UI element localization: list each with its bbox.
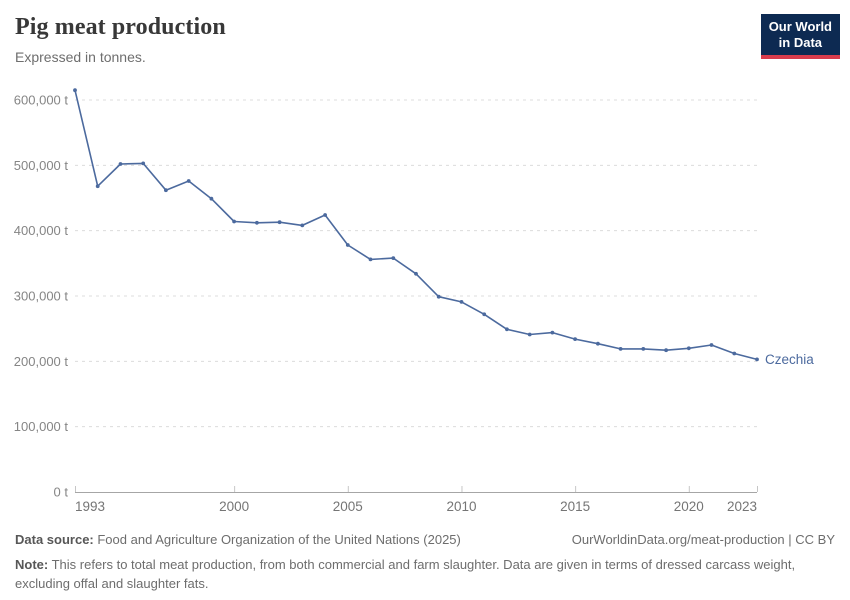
data-point[interactable]: [118, 162, 123, 166]
chart-header: Pig meat production Expressed in tonnes.…: [15, 14, 840, 65]
title-block: Pig meat production Expressed in tonnes.: [15, 14, 226, 65]
data-point[interactable]: [709, 343, 714, 347]
data-point[interactable]: [505, 327, 509, 332]
x-tick-label: 2005: [333, 499, 363, 514]
chart-subtitle: Expressed in tonnes.: [15, 49, 146, 65]
data-point[interactable]: [164, 188, 168, 193]
data-point[interactable]: [345, 243, 350, 247]
data-point[interactable]: [391, 256, 396, 260]
data-point[interactable]: [95, 184, 100, 189]
data-point[interactable]: [209, 196, 214, 201]
y-tick-label: 0 t: [54, 485, 69, 500]
data-point[interactable]: [573, 337, 577, 341]
data-source-text: Food and Agriculture Organization of the…: [93, 532, 461, 547]
data-point[interactable]: [732, 351, 737, 356]
data-point[interactable]: [255, 220, 259, 225]
x-tick-label: 2020: [674, 499, 704, 514]
data-point[interactable]: [686, 346, 691, 351]
y-tick-label: 600,000 t: [14, 93, 69, 108]
data-point[interactable]: [459, 300, 464, 304]
y-tick-label: 400,000 t: [14, 223, 69, 238]
note: Note: This refers to total meat producti…: [15, 556, 835, 594]
data-point[interactable]: [436, 294, 441, 299]
data-point[interactable]: [482, 312, 487, 317]
logo-line-1: Our World: [768, 19, 832, 34]
data-source-label: Data source:: [15, 532, 94, 547]
owid-logo[interactable]: Our World in Data: [760, 14, 840, 59]
data-point[interactable]: [186, 179, 191, 183]
x-tick-label: 1993: [75, 499, 105, 514]
y-tick-label: 100,000 t: [14, 419, 69, 434]
series-end-label[interactable]: Czechia: [765, 352, 814, 367]
data-point[interactable]: [277, 220, 282, 225]
page-title: Pig meat production: [15, 14, 226, 40]
x-tick-label: 2010: [446, 499, 476, 514]
data-point[interactable]: [596, 341, 600, 346]
note-text: This refers to total meat production, fr…: [15, 556, 796, 591]
data-point[interactable]: [755, 357, 759, 362]
logo-line-2: in Data: [778, 35, 823, 51]
data-point[interactable]: [368, 257, 373, 262]
note-label: Note:: [15, 556, 49, 572]
y-tick-label: 200,000 t: [14, 354, 69, 369]
data-point[interactable]: [618, 347, 623, 351]
data-point[interactable]: [141, 161, 146, 166]
x-tick-label: 2023: [727, 499, 757, 514]
citation-link[interactable]: OurWorldinData.org/meat-production | CC …: [571, 532, 835, 547]
chart-footer: Data source: Food and Agriculture Organi…: [15, 531, 835, 594]
data-point[interactable]: [550, 330, 555, 335]
y-tick-label: 500,000 t: [14, 158, 69, 173]
data-point[interactable]: [664, 348, 668, 353]
source-row: Data source: Food and Agriculture Organi…: [15, 531, 835, 550]
y-tick-label: 300,000 t: [14, 289, 69, 304]
data-line[interactable]: [74, 89, 758, 361]
data-point[interactable]: [527, 332, 532, 337]
data-point[interactable]: [414, 271, 418, 276]
data-point[interactable]: [300, 223, 305, 228]
x-tick-label: 2000: [219, 499, 249, 514]
data-point[interactable]: [232, 219, 237, 224]
x-tick-label: 2015: [560, 499, 590, 514]
line-chart[interactable]: 0 t 100,000 t 200,000 t 300,000 t 400,000 t 5…: [0, 80, 850, 525]
data-point[interactable]: [323, 213, 327, 217]
data-point[interactable]: [641, 347, 646, 351]
data-source: Data source: Food and Agriculture Organi…: [15, 531, 461, 550]
data-point[interactable]: [73, 88, 77, 93]
